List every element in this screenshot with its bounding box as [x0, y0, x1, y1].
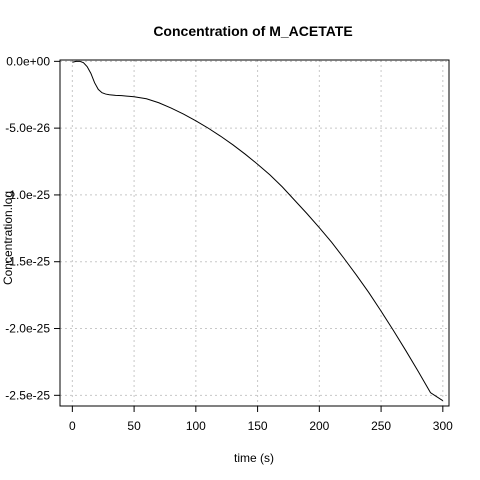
x-tick-label: 250: [371, 419, 391, 433]
y-tick-label: -5.0e-26: [5, 121, 50, 135]
series-line: [72, 60, 444, 402]
plot-frame: [59, 59, 450, 407]
grid: [60, 60, 449, 406]
y-axis-label: Concentration.log: [1, 191, 15, 285]
x-tick-label: 100: [186, 419, 206, 433]
x-tick-label: 150: [248, 419, 268, 433]
y-tick-label: -2.5e-25: [5, 388, 50, 402]
x-tick-label: 0: [69, 419, 76, 433]
y-tick-label: -1.0e-25: [5, 188, 50, 202]
x-tick-label: 50: [127, 419, 141, 433]
x-axis-label: time (s): [234, 451, 274, 465]
x-tick-label: 200: [309, 419, 329, 433]
y-tick-label: -1.5e-25: [5, 255, 50, 269]
chart-title: Concentration of M_ACETATE: [153, 23, 352, 39]
x-axis: 0 50 100 150 200 250 300: [69, 406, 453, 433]
series-layer: [72, 60, 444, 402]
x-tick-label: 300: [433, 419, 453, 433]
y-axis: 0.0e+00 -5.0e-26 -1.0e-25 -1.5e-25 -2.0e-25 -…: [5, 54, 60, 402]
y-tick-label: 0.0e+00: [6, 54, 50, 68]
y-tick-label: -2.0e-25: [5, 322, 50, 336]
